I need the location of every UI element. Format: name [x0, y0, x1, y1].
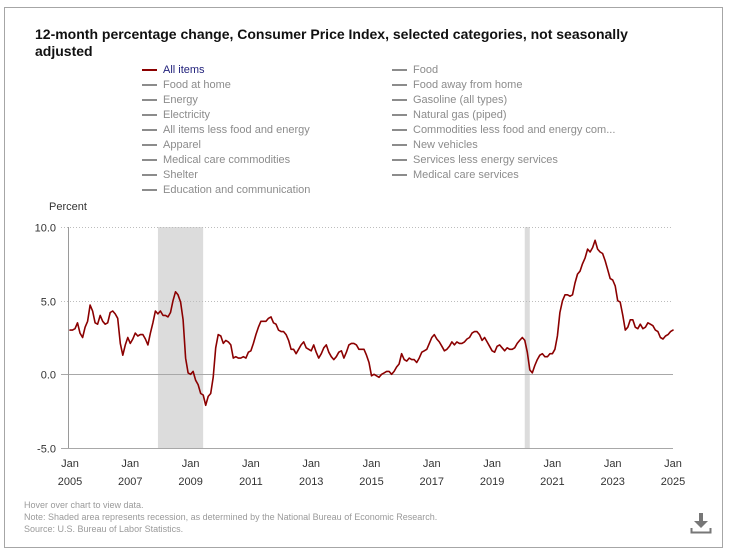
legend-item-commodities-less-food-and-energy[interactable]: Commodities less food and energy com... — [392, 122, 642, 137]
x-tick-label-year: 2015 — [359, 476, 383, 488]
y-axis-title: Percent — [49, 201, 87, 213]
legend-item-medical-care-services[interactable]: Medical care services — [392, 167, 642, 182]
recession-band — [524, 227, 530, 448]
x-tick-label-month: Jan — [604, 458, 622, 470]
x-tick-label-year: 2007 — [118, 476, 142, 488]
legend-item-all-items[interactable]: All items — [142, 62, 392, 77]
legend-swatch — [142, 128, 157, 131]
x-tick-label-month: Jan — [423, 458, 441, 470]
legend-swatch — [142, 173, 157, 176]
x-tick-label-year: 2009 — [178, 476, 202, 488]
legend-label: Services less energy services — [413, 153, 558, 166]
legend-swatch — [392, 158, 407, 161]
legend-label: All items — [163, 63, 205, 76]
x-tick-label-month: Jan — [302, 458, 320, 470]
legend-label: All items less food and energy — [163, 123, 310, 136]
x-tick-label-year: 2011 — [239, 476, 263, 488]
recession-band — [157, 227, 204, 448]
series-line-all-items[interactable] — [69, 239, 674, 407]
download-button[interactable] — [688, 511, 714, 535]
legend-label: Electricity — [163, 108, 211, 121]
legend-item-apparel[interactable]: Apparel — [142, 137, 392, 152]
x-tick-label-month: Jan — [483, 458, 501, 470]
y-tick-label: -5.0 — [37, 444, 56, 456]
legend-item-shelter[interactable]: Shelter — [142, 167, 392, 182]
legend-label: Commodities less food and energy com... — [413, 123, 616, 136]
x-tick-label-month: Jan — [121, 458, 139, 470]
legend-item-education-and-communication[interactable]: Education and communication — [142, 182, 392, 197]
legend-label: Natural gas (piped) — [413, 108, 507, 121]
legend-item-services-less-energy-services[interactable]: Services less energy services — [392, 152, 642, 167]
recession-note: Note: Shaded area represents recession, … — [24, 512, 438, 522]
legend-swatch — [142, 83, 157, 86]
legend-swatch — [392, 128, 407, 131]
legend-item-new-vehicles[interactable]: New vehicles — [392, 137, 642, 152]
x-tick-label-month: Jan — [363, 458, 381, 470]
legend-label: Medical care services — [413, 168, 519, 181]
chart-title: 12-month percentage change, Consumer Pri… — [35, 26, 628, 59]
legend-label: Education and communication — [163, 183, 311, 196]
legend-swatch — [142, 188, 157, 191]
legend-swatch — [392, 143, 407, 146]
x-tick-label-month: Jan — [242, 458, 260, 470]
legend-item-food-away-from-home[interactable]: Food away from home — [392, 77, 642, 92]
x-tick-label-year: 2019 — [480, 476, 504, 488]
legend-swatch — [392, 83, 407, 86]
legend-label: Medical care commodities — [163, 153, 291, 166]
chart-footer: Hover over chart to view data. Note: Sha… — [24, 499, 437, 535]
x-tick-label-month: Jan — [664, 458, 682, 470]
legend-label: Apparel — [163, 138, 201, 151]
x-tick-label-year: 2017 — [420, 476, 444, 488]
chart-container — [4, 7, 723, 548]
x-tick-label-month: Jan — [182, 458, 200, 470]
x-tick-label-month: Jan — [61, 458, 79, 470]
legend-label: Food at home — [163, 78, 231, 91]
legend-item-energy[interactable]: Energy — [142, 92, 392, 107]
legend-item-all-items-less-food-and-energy[interactable]: All items less food and energy — [142, 122, 392, 137]
legend-item-food-at-home[interactable]: Food at home — [142, 77, 392, 92]
legend-label: Food away from home — [413, 78, 523, 91]
legend-label: Food — [413, 63, 439, 76]
legend-item-medical-care-commodities[interactable]: Medical care commodities — [142, 152, 392, 167]
x-tick-label-year: 2013 — [299, 476, 323, 488]
legend-item-gasoline[interactable]: Gasoline (all types) — [392, 92, 642, 107]
y-tick-label: 10.0 — [35, 223, 56, 235]
legend-item-natural-gas[interactable]: Natural gas (piped) — [392, 107, 642, 122]
legend-swatch — [142, 98, 157, 101]
x-tick-label-year: 2023 — [600, 476, 624, 488]
legend-swatch — [142, 68, 157, 71]
legend-item-food[interactable]: Food — [392, 62, 642, 77]
legend: All items Food Food at home Food away fr… — [142, 62, 642, 197]
download-icon — [690, 513, 712, 534]
hover-hint: Hover over chart to view data. — [24, 500, 144, 510]
x-tick-label-year: 2025 — [661, 476, 685, 488]
x-tick-label-year: 2021 — [540, 476, 564, 488]
y-tick-label: 0.0 — [41, 370, 56, 382]
x-tick-label-month: Jan — [544, 458, 562, 470]
legend-swatch — [392, 113, 407, 116]
legend-swatch — [142, 143, 157, 146]
legend-swatch — [392, 173, 407, 176]
legend-label: New vehicles — [413, 138, 478, 151]
legend-swatch — [392, 68, 407, 71]
source-note: Source: U.S. Bureau of Labor Statistics. — [24, 524, 184, 534]
legend-swatch — [392, 98, 407, 101]
legend-swatch — [142, 158, 157, 161]
legend-item-electricity[interactable]: Electricity — [142, 107, 392, 122]
legend-swatch — [142, 113, 157, 116]
legend-label: Gasoline (all types) — [413, 93, 508, 106]
legend-label: Shelter — [163, 168, 198, 181]
x-tick-label-year: 2005 — [58, 476, 82, 488]
y-tick-label: 5.0 — [41, 297, 56, 309]
legend-label: Energy — [163, 93, 198, 106]
